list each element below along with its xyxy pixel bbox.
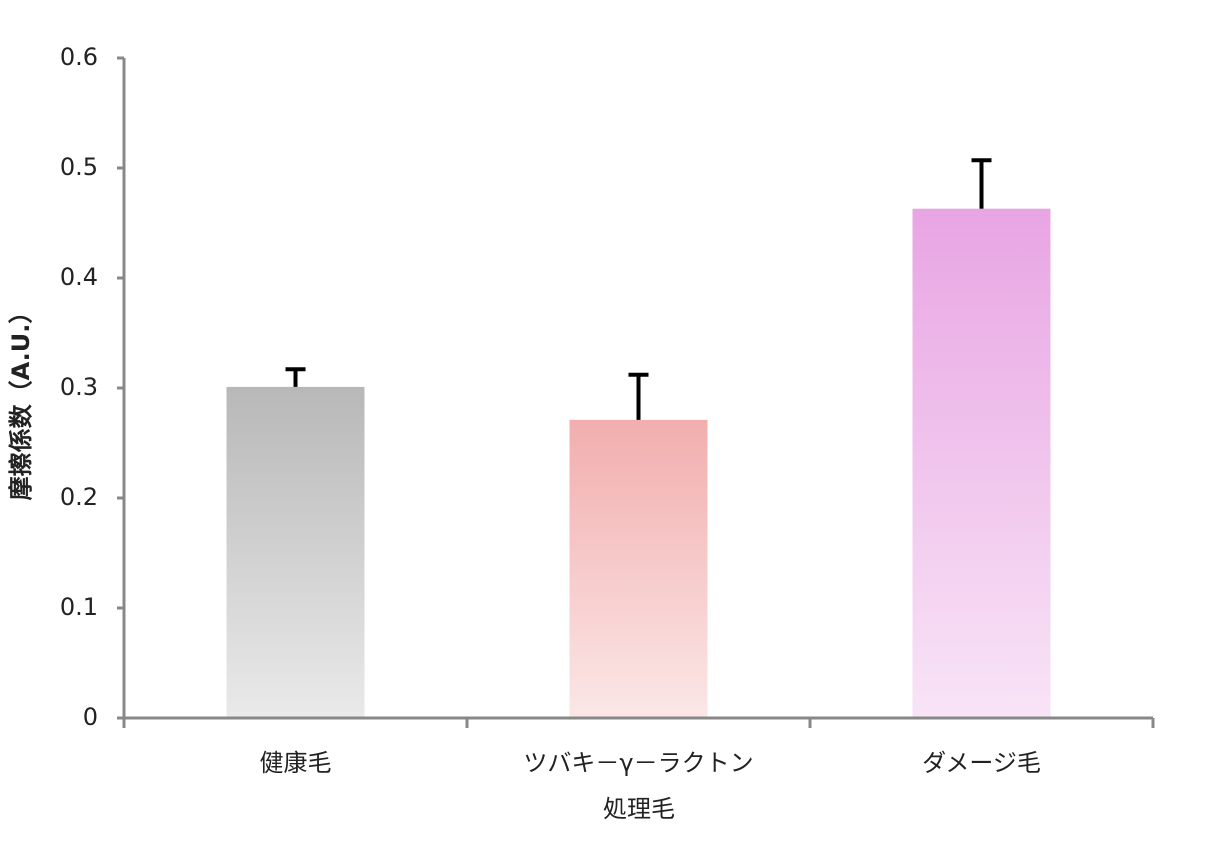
y-tick-label: 0.6 (60, 43, 98, 71)
y-tick-label: 0 (83, 703, 98, 731)
y-tick-label: 0.4 (60, 263, 98, 291)
bar (226, 386, 365, 718)
error-bar (971, 158, 992, 209)
y-tick-label: 0.2 (60, 483, 98, 511)
bar (569, 419, 708, 718)
x-tick-label: ダメージ毛 (922, 749, 1041, 777)
y-tick-label: 0.1 (60, 593, 98, 621)
x-axis-label: 処理毛 (603, 795, 675, 823)
bar (912, 208, 1051, 718)
error-bar (285, 367, 306, 387)
y-tick-label: 0.5 (60, 153, 98, 181)
x-tick-label: 健康毛 (260, 749, 332, 777)
x-tick-label: ツバキ－γ－ラクトン (523, 749, 753, 777)
error-bar (628, 372, 649, 420)
y-tick-label: 0.3 (60, 373, 98, 401)
y-axis-label: 摩擦係数（A.U.） (7, 300, 35, 501)
